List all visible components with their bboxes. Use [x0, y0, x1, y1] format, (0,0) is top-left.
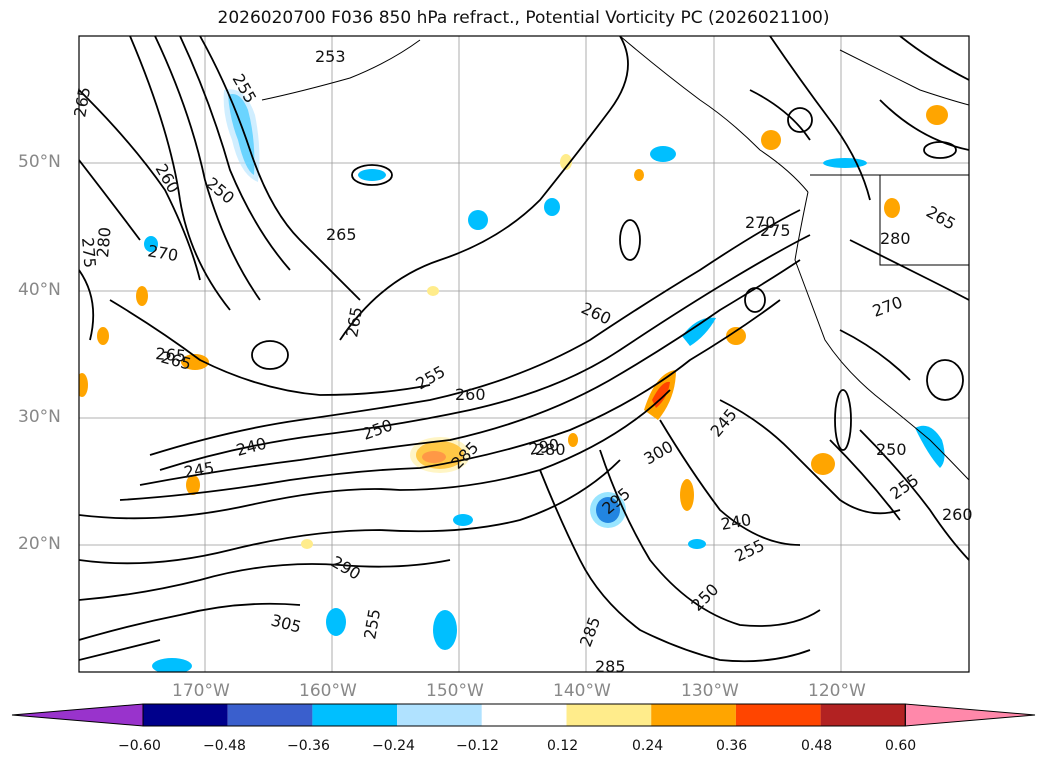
pv-negative-patch	[688, 539, 706, 549]
lat-label-20n: 20°N	[18, 534, 61, 554]
pv-positive-patch	[811, 453, 835, 475]
colorbar-tick-label: 0.24	[632, 738, 664, 754]
contour-label: 260	[455, 385, 486, 404]
colorbar-segment	[651, 704, 736, 726]
lat-label-30n: 30°N	[18, 407, 61, 427]
map-frame	[78, 35, 970, 673]
contour-label: 270	[745, 213, 776, 232]
colorbar-segment	[143, 704, 228, 726]
lon-label-140w: 140°W	[553, 681, 611, 701]
pv-positive-patch	[726, 327, 746, 345]
pv-positive-patch	[560, 154, 572, 170]
pv-negative-patch	[682, 317, 716, 346]
colorbar-segment	[227, 704, 313, 726]
colorbar-tick-label: −0.48	[203, 738, 246, 754]
pv-negative-patch	[433, 610, 457, 650]
pv-positive-patch	[410, 437, 470, 473]
lon-label-170w: 170°W	[172, 681, 230, 701]
pv-positive-patch	[301, 539, 313, 549]
pv-positive-patch	[884, 198, 900, 218]
pv-negative-patch	[144, 236, 158, 252]
pv-positive-patch	[761, 130, 781, 150]
colorbar-segment	[481, 704, 567, 726]
pv-negative-patch	[596, 497, 620, 523]
map-area	[79, 36, 969, 672]
pv-positive-patch	[680, 479, 694, 511]
colorbar-segment	[735, 704, 821, 726]
pv-negative-patch	[468, 210, 488, 230]
contour-label: 250	[876, 440, 907, 459]
pv-shading	[79, 89, 948, 672]
pv-negative-patch	[544, 198, 560, 216]
contour-label: 285	[595, 657, 626, 676]
pv-positive-patch	[926, 105, 948, 125]
colorbar-extend-low	[11, 703, 144, 727]
colorbar-border	[142, 703, 906, 727]
lon-label-130w: 130°W	[681, 681, 739, 701]
pv-positive-patch	[181, 354, 209, 370]
contour-label: 275	[78, 237, 100, 269]
pv-negative-patch	[326, 608, 346, 636]
lat-label-40n: 40°N	[18, 280, 61, 300]
colorbar-tick-label: 0.12	[547, 738, 579, 754]
colorbar-segment	[312, 704, 398, 726]
colorbar-segment	[397, 704, 482, 726]
pv-positive-patch	[652, 381, 670, 408]
contour-lines	[79, 36, 969, 663]
colorbar-tick-label: 0.60	[885, 738, 917, 754]
contour-label: 280	[93, 226, 115, 258]
pv-positive-patch	[568, 433, 578, 447]
contour-label: 265	[155, 344, 187, 366]
contour-label: 260	[942, 505, 973, 524]
pv-negative-patch	[823, 158, 867, 168]
pv-negative-patch	[590, 492, 626, 528]
colorbar-segment	[566, 704, 652, 726]
contour-label: 253	[315, 47, 346, 66]
colorbar-tick-label: −0.24	[372, 738, 415, 754]
pv-negative-patch	[223, 89, 260, 182]
gridlines	[79, 36, 969, 672]
pv-positive-patch	[634, 169, 644, 181]
pv-positive-patch	[427, 286, 439, 296]
lon-label-120w: 120°W	[808, 681, 866, 701]
contour-label: 275	[760, 221, 791, 240]
map-title: 2026020700 F036 850 hPa refract., Potent…	[217, 8, 830, 28]
pv-negative-patch	[650, 146, 676, 162]
colorbar-tick-label: 0.36	[716, 738, 748, 754]
pv-positive-patch	[97, 327, 109, 345]
pv-negative-patch	[453, 514, 473, 526]
pv-positive-patch	[79, 373, 88, 397]
contour-label: 280	[880, 229, 911, 248]
contour-label: 265	[326, 225, 357, 244]
colorbar-tick-label: −0.36	[287, 738, 330, 754]
colorbar-tick-label: −0.60	[118, 738, 161, 754]
contour-label: 280	[535, 440, 566, 459]
pv-positive-patch	[136, 286, 148, 306]
colorbar-tick-label: −0.12	[456, 738, 499, 754]
lat-label-50n: 50°N	[18, 152, 61, 172]
colorbar-tick-label: 0.48	[801, 738, 833, 754]
pv-positive-patch	[186, 475, 200, 495]
pv-negative-patch	[915, 425, 945, 468]
colorbar	[11, 703, 1036, 727]
lon-label-150w: 150°W	[426, 681, 484, 701]
lon-label-160w: 160°W	[299, 681, 357, 701]
pv-negative-patch	[152, 658, 192, 672]
coastlines	[261, 36, 969, 481]
pv-negative-patch	[358, 169, 386, 181]
colorbar-segment	[820, 704, 906, 726]
colorbar-extend-high	[904, 703, 1036, 727]
